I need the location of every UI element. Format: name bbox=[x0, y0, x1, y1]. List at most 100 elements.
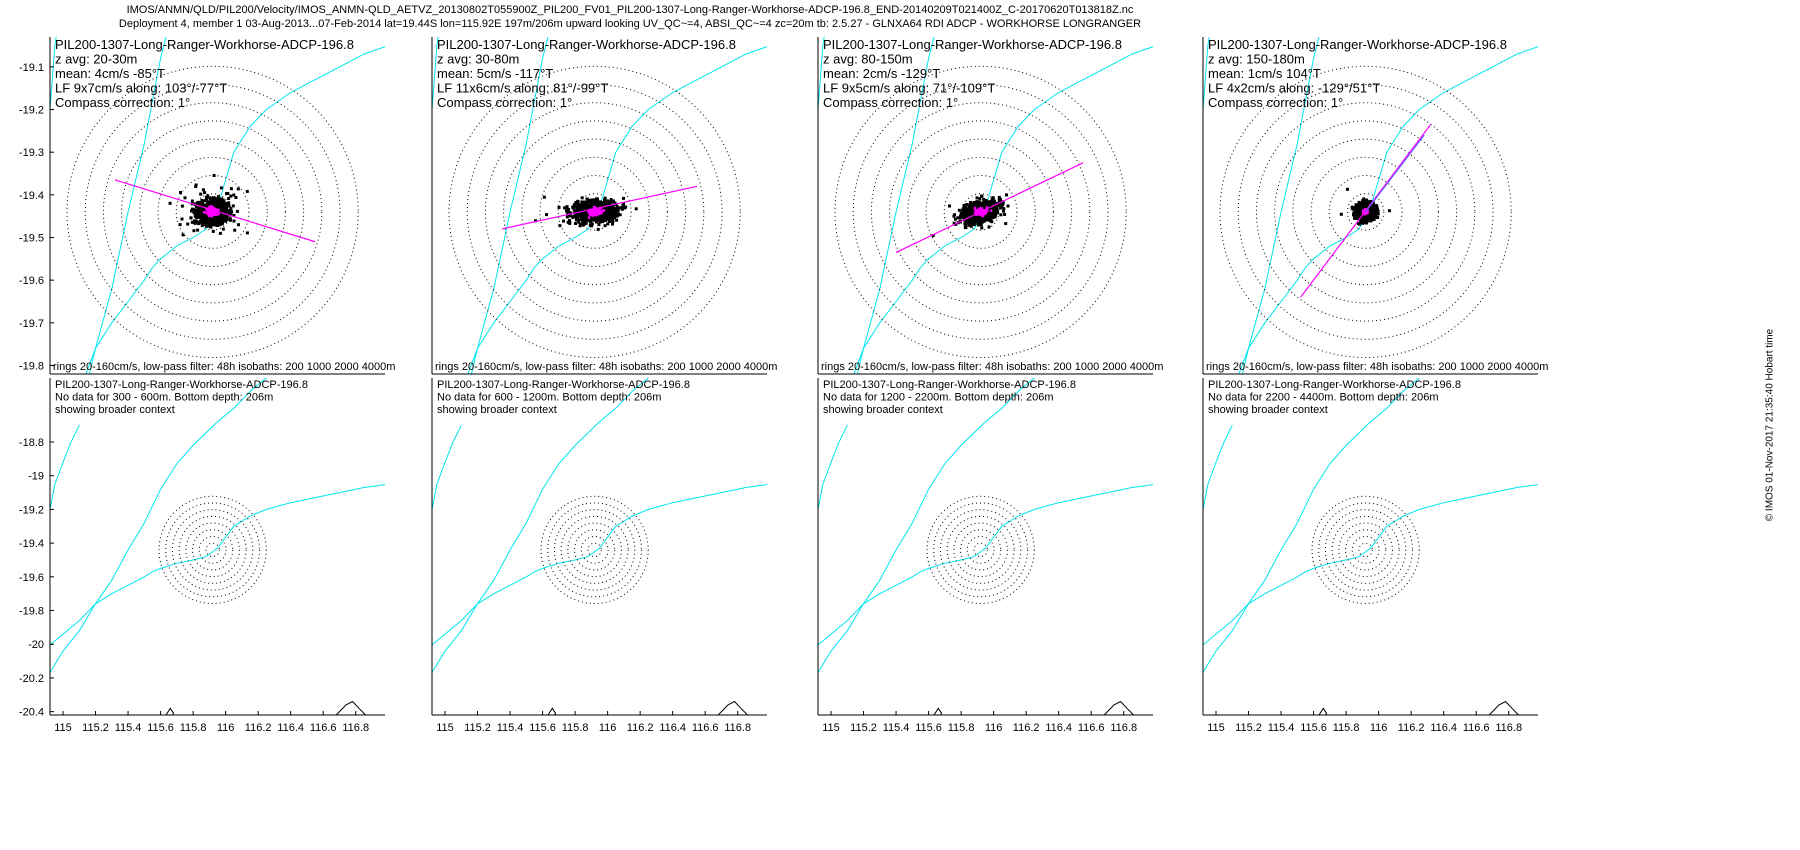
scatter-outlier bbox=[1372, 206, 1376, 209]
speed-ring bbox=[1237, 83, 1494, 340]
scatter-point bbox=[578, 224, 582, 228]
scatter-point bbox=[208, 196, 212, 200]
scatter-point bbox=[580, 202, 584, 206]
scatter-outlier bbox=[205, 211, 209, 214]
scatter-outlier bbox=[232, 219, 236, 223]
speed-ring bbox=[1310, 156, 1421, 267]
panel-info-line: z avg: 150-180m bbox=[1208, 52, 1305, 67]
scatter-point bbox=[1355, 216, 1359, 220]
x-tick-label: 116.6 bbox=[1463, 722, 1490, 734]
scatter-point bbox=[579, 222, 583, 226]
scatter-point bbox=[611, 222, 614, 226]
scatter-point bbox=[987, 215, 991, 219]
scatter-point bbox=[967, 223, 971, 227]
y-tick-label: -19.3 bbox=[19, 147, 44, 159]
lowpass-point bbox=[217, 212, 220, 216]
x-tick-label: 116 bbox=[599, 722, 617, 734]
x-tick-label: 115.6 bbox=[915, 722, 942, 734]
scatter-outlier bbox=[212, 201, 216, 205]
scatter-point bbox=[220, 197, 224, 201]
scatter-point bbox=[1001, 201, 1005, 204]
scatter-point bbox=[611, 207, 615, 211]
speed-ring bbox=[925, 156, 1036, 267]
principal-axis-line bbox=[895, 162, 1084, 253]
speed-ring bbox=[834, 65, 1127, 358]
scatter-point bbox=[220, 218, 224, 222]
speed-ring bbox=[448, 65, 741, 358]
coastline bbox=[165, 707, 175, 715]
x-tick-label: 115.2 bbox=[464, 722, 491, 734]
scatter-point bbox=[220, 201, 224, 205]
scatter-point bbox=[989, 218, 993, 222]
panel-info-line: Compass correction: 1° bbox=[823, 95, 958, 110]
scatter-outlier bbox=[219, 186, 223, 190]
scatter-point bbox=[229, 208, 233, 212]
scatter-point bbox=[623, 206, 627, 210]
y-tick-label: -19.4 bbox=[19, 190, 44, 202]
scatter-point bbox=[190, 209, 193, 213]
scatter-point bbox=[606, 222, 610, 226]
isobath-line bbox=[818, 484, 1153, 646]
panel-info-line: z avg: 30-80m bbox=[437, 52, 519, 67]
scatter-point bbox=[201, 199, 205, 203]
scatter-point bbox=[967, 204, 971, 208]
scatter-point bbox=[200, 204, 204, 207]
scatter-point bbox=[196, 201, 199, 205]
scatter-point bbox=[603, 201, 607, 205]
scatter-point bbox=[611, 220, 615, 224]
panel-bottom-1: -20.4-20.2-20-19.8-19.6-19.4-19.2-19-18.… bbox=[19, 378, 385, 734]
scatter-point bbox=[215, 200, 219, 203]
x-tick-label: 116.2 bbox=[627, 722, 654, 734]
scatter-point bbox=[584, 221, 588, 225]
scatter-point bbox=[605, 217, 609, 221]
scatter-outlier bbox=[203, 191, 207, 195]
scatter-point bbox=[224, 203, 228, 207]
scatter-point bbox=[998, 201, 1002, 205]
scatter-point bbox=[211, 220, 215, 224]
scatter-point bbox=[581, 220, 585, 223]
scatter-outlier bbox=[192, 211, 196, 215]
scatter-point bbox=[571, 216, 575, 219]
scatter-point bbox=[597, 223, 601, 227]
scatter-point bbox=[211, 198, 215, 202]
scatter-outlier bbox=[193, 221, 197, 225]
panel-info-line: Compass correction: 1° bbox=[437, 95, 572, 110]
scatter-outlier bbox=[180, 217, 184, 221]
scatter-point bbox=[235, 209, 239, 213]
x-tick-label: 116.4 bbox=[659, 722, 686, 734]
scatter-point bbox=[582, 220, 586, 224]
lowpass-point bbox=[213, 207, 216, 211]
scatter-point bbox=[1352, 211, 1356, 215]
speed-ring bbox=[1338, 522, 1393, 578]
scatter-point bbox=[582, 202, 586, 206]
scatter-outlier bbox=[542, 195, 546, 199]
scatter-outlier bbox=[977, 221, 981, 225]
y-tick-label: -19.5 bbox=[19, 232, 44, 244]
lowpass-point bbox=[205, 207, 208, 210]
scatter-outlier bbox=[596, 227, 600, 231]
scatter-point bbox=[991, 213, 995, 217]
scatter-outlier bbox=[196, 207, 200, 210]
y-tick-label: -19.7 bbox=[19, 318, 44, 330]
scatter-point bbox=[614, 214, 618, 218]
x-tick-label: 116 bbox=[985, 722, 1003, 734]
scatter-point bbox=[576, 199, 580, 203]
x-tick-label: 116.8 bbox=[1495, 722, 1522, 734]
scatter-point bbox=[1374, 213, 1377, 217]
speed-ring bbox=[580, 535, 609, 564]
scatter-point bbox=[568, 214, 572, 218]
lowpass-point bbox=[589, 212, 592, 216]
scatter-point bbox=[969, 203, 973, 207]
scatter-point bbox=[580, 204, 584, 208]
lowpass-point bbox=[204, 211, 207, 214]
scatter-point bbox=[596, 200, 600, 204]
speed-ring bbox=[946, 515, 1015, 584]
scatter-outlier bbox=[1362, 197, 1366, 201]
scatter-outlier bbox=[216, 195, 220, 199]
scatter-point bbox=[226, 203, 230, 207]
scatter-point bbox=[964, 219, 968, 223]
lowpass-point bbox=[214, 213, 217, 216]
scatter-point bbox=[565, 215, 569, 219]
lowpass-point bbox=[980, 213, 983, 217]
isobath-line bbox=[88, 37, 167, 374]
